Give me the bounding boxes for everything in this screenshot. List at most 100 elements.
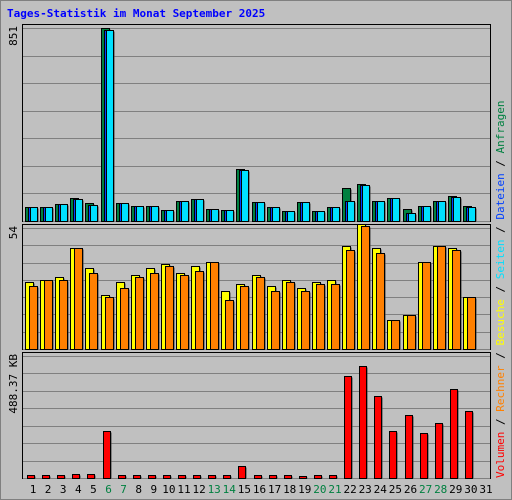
legend-separator: / bbox=[494, 220, 507, 240]
bar-volumen-day-19 bbox=[299, 476, 307, 479]
bar-seiten-day-20 bbox=[317, 211, 325, 222]
bar-rechner-day-22 bbox=[346, 250, 355, 350]
bar-seiten-day-23 bbox=[362, 185, 370, 222]
legend-item-volumen: Volumen bbox=[494, 432, 507, 478]
bar-volumen-day-2 bbox=[42, 475, 50, 479]
legend-item-anfragen: Anfragen bbox=[494, 100, 507, 153]
bar-rechner-day-11 bbox=[180, 275, 189, 350]
x-tick-label-day-27: 27 bbox=[419, 483, 432, 496]
legend-item-dateien: Dateien bbox=[494, 173, 507, 219]
bar-volumen-day-4 bbox=[72, 474, 80, 479]
x-tick-label-day-28: 28 bbox=[434, 483, 447, 496]
bar-rechner-day-7 bbox=[120, 288, 129, 350]
x-tick-label-day-13: 13 bbox=[208, 483, 221, 496]
bar-rechner-day-21 bbox=[331, 284, 340, 350]
x-tick-label-day-20: 20 bbox=[313, 483, 326, 496]
bar-seiten-day-8 bbox=[136, 206, 144, 222]
x-tick-label-day-16: 16 bbox=[253, 483, 266, 496]
bar-seiten-day-14 bbox=[226, 210, 234, 222]
bar-volumen-day-6 bbox=[103, 431, 111, 479]
bar-seiten-day-24 bbox=[377, 201, 385, 222]
bar-rechner-day-17 bbox=[271, 291, 280, 350]
legend-separator: / bbox=[494, 279, 507, 299]
bar-rechner-day-16 bbox=[256, 277, 265, 350]
bar-seiten-day-4 bbox=[75, 199, 83, 222]
bar-seiten-day-7 bbox=[121, 203, 129, 222]
legend-separator: / bbox=[494, 412, 507, 432]
bar-rechner-day-14 bbox=[225, 300, 234, 350]
x-tick-label-day-30: 30 bbox=[464, 483, 477, 496]
bar-seiten-day-28 bbox=[438, 201, 446, 222]
bar-rechner-day-25 bbox=[391, 320, 400, 350]
bar-rechner-day-5 bbox=[89, 273, 98, 350]
bar-rechner-day-26 bbox=[407, 315, 416, 350]
bar-seiten-day-11 bbox=[181, 201, 189, 222]
bar-volumen-day-18 bbox=[284, 475, 292, 479]
bar-volumen-day-26 bbox=[405, 415, 413, 479]
bar-volumen-day-24 bbox=[374, 396, 382, 479]
bar-rechner-day-28 bbox=[437, 246, 446, 350]
bar-volumen-day-30 bbox=[465, 411, 473, 479]
bar-volumen-day-9 bbox=[148, 475, 156, 479]
bar-seiten-day-22 bbox=[347, 201, 355, 222]
bar-seiten-day-21 bbox=[332, 207, 340, 222]
bar-volumen-day-21 bbox=[329, 475, 337, 479]
legend-item-besuche: Besuche bbox=[494, 299, 507, 345]
x-tick-label-day-1: 1 bbox=[30, 483, 37, 496]
x-tick-label-day-8: 8 bbox=[135, 483, 142, 496]
bar-rechner-day-18 bbox=[286, 282, 295, 350]
bar-volumen-day-13 bbox=[208, 475, 216, 479]
bar-seiten-day-1 bbox=[30, 207, 38, 222]
bar-volumen-day-22 bbox=[344, 376, 352, 479]
bar-seiten-day-29 bbox=[453, 197, 461, 222]
x-tick-label-day-17: 17 bbox=[268, 483, 281, 496]
bar-rechner-day-12 bbox=[195, 271, 204, 350]
bar-volumen-day-20 bbox=[314, 475, 322, 479]
legend-separator: / bbox=[494, 346, 507, 366]
bar-seiten-day-26 bbox=[408, 213, 416, 222]
plot-area-top bbox=[22, 24, 491, 222]
bar-volumen-day-29 bbox=[450, 389, 458, 479]
bar-rechner-day-29 bbox=[452, 250, 461, 350]
legend: Volumen / Rechner / Besuche / Seiten / D… bbox=[494, 100, 507, 478]
bar-seiten-day-25 bbox=[392, 198, 400, 222]
bar-volumen-day-16 bbox=[254, 475, 262, 479]
x-tick-label-day-12: 12 bbox=[192, 483, 205, 496]
bar-volumen-day-8 bbox=[133, 475, 141, 479]
bar-rechner-day-10 bbox=[165, 266, 174, 350]
bar-volumen-day-7 bbox=[118, 475, 126, 479]
bar-rechner-day-20 bbox=[316, 284, 325, 350]
x-tick-label-day-10: 10 bbox=[162, 483, 175, 496]
max-label-top: 851 bbox=[7, 26, 20, 46]
bar-seiten-day-18 bbox=[287, 211, 295, 222]
bar-seiten-day-19 bbox=[302, 202, 310, 222]
x-tick-label-day-6: 6 bbox=[105, 483, 112, 496]
bar-seiten-day-15 bbox=[241, 170, 249, 222]
bar-volumen-day-15 bbox=[238, 466, 246, 479]
bar-rechner-day-30 bbox=[467, 297, 476, 350]
bar-seiten-day-30 bbox=[468, 207, 476, 222]
bar-volumen-day-12 bbox=[193, 475, 201, 479]
bar-seiten-day-5 bbox=[90, 205, 98, 222]
bar-volumen-day-3 bbox=[57, 475, 65, 479]
chart-title: Tages-Statistik im Monat September 2025 bbox=[7, 7, 266, 20]
legend-item-seiten: Seiten bbox=[494, 240, 507, 280]
x-tick-label-day-25: 25 bbox=[389, 483, 402, 496]
x-tick-label-day-11: 11 bbox=[177, 483, 190, 496]
bar-rechner-day-4 bbox=[74, 248, 83, 350]
x-tick-label-day-29: 29 bbox=[449, 483, 462, 496]
bar-seiten-day-17 bbox=[272, 207, 280, 222]
bar-volumen-day-25 bbox=[389, 431, 397, 479]
x-tick-label-day-23: 23 bbox=[359, 483, 372, 496]
bar-seiten-day-27 bbox=[423, 206, 431, 222]
x-tick-label-day-5: 5 bbox=[90, 483, 97, 496]
bar-volumen-day-28 bbox=[435, 423, 443, 479]
bar-rechner-day-15 bbox=[240, 286, 249, 350]
max-label-bottom: 488.37 KB bbox=[7, 354, 20, 414]
bar-volumen-day-14 bbox=[223, 475, 231, 479]
bar-seiten-day-3 bbox=[60, 204, 68, 222]
bar-volumen-day-5 bbox=[87, 474, 95, 479]
x-tick-label-day-31: 31 bbox=[479, 483, 492, 496]
